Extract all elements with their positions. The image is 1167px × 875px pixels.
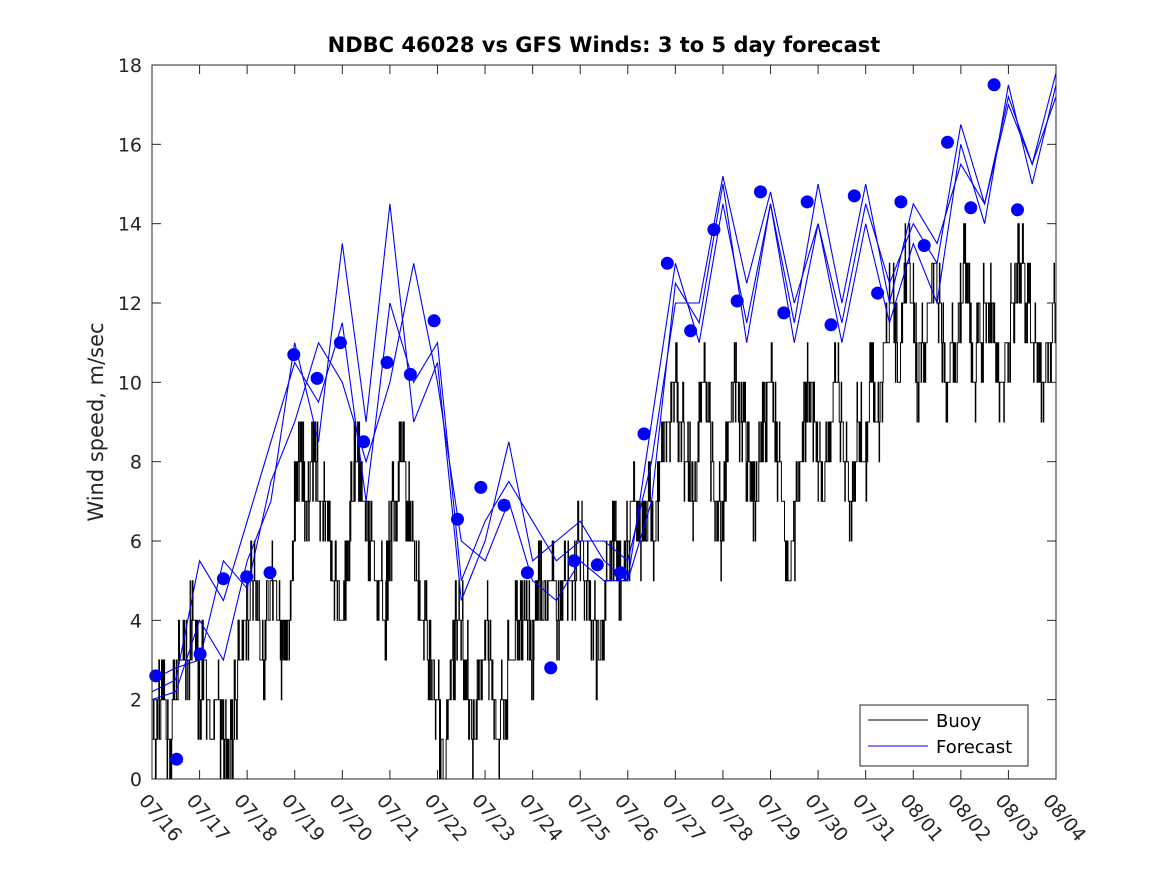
forecast-point — [637, 427, 651, 441]
x-tick-label: 07/21 — [372, 790, 424, 846]
forecast-point — [590, 558, 604, 572]
forecast-point — [754, 185, 767, 199]
y-tick-label: 16 — [118, 134, 142, 156]
y-tick-label: 4 — [130, 610, 142, 632]
forecast-point — [451, 512, 464, 526]
forecast-point — [193, 647, 207, 661]
y-axis-label: Wind speed, m/sec — [84, 322, 108, 521]
legend-box — [859, 704, 1029, 767]
forecast-point — [707, 223, 721, 237]
legend-buoy-label: Buoy — [936, 711, 982, 732]
forecast-series — [151, 72, 1057, 701]
forecast-point — [497, 498, 511, 512]
forecast-point — [824, 318, 838, 332]
y-tick-label: 12 — [118, 293, 142, 315]
forecast-point — [310, 371, 324, 385]
legend-forecast-label: Forecast — [936, 737, 1012, 758]
forecast-point — [684, 324, 698, 338]
forecast-point — [894, 195, 908, 209]
y-tick-label: 0 — [130, 769, 142, 791]
x-tick-label: 07/27 — [658, 790, 710, 846]
forecast-point — [149, 669, 163, 683]
forecast-point — [240, 570, 254, 584]
x-tick-label: 08/03 — [991, 790, 1043, 846]
y-tick-label: 10 — [118, 372, 142, 394]
x-tick-label: 08/02 — [943, 790, 995, 846]
forecast-point — [403, 367, 417, 381]
x-tick-label: 07/17 — [182, 790, 234, 846]
forecast-line-2 — [151, 94, 1057, 701]
plot-frame — [151, 64, 1057, 780]
forecast-point — [917, 239, 931, 252]
x-tick-label: 07/28 — [705, 790, 757, 846]
forecast-point — [170, 752, 184, 766]
x-tick-label: 07/22 — [420, 790, 472, 846]
forecast-point — [333, 336, 347, 350]
buoy-line — [152, 223, 1057, 780]
forecast-point — [474, 480, 488, 494]
y-tick-label: 18 — [118, 55, 142, 77]
forecast-point — [216, 572, 230, 586]
forecast-point — [427, 314, 441, 328]
x-tick-label: 08/01 — [895, 790, 947, 846]
y-tick-label: 6 — [130, 531, 142, 553]
y-tick-label: 8 — [130, 452, 142, 474]
forecast-point — [847, 189, 861, 203]
forecast-point — [567, 554, 581, 568]
x-tick-label: 08/04 — [1038, 790, 1090, 846]
x-tick-label: 07/26 — [610, 790, 662, 846]
forecast-point — [987, 78, 1001, 92]
forecast-point — [544, 661, 558, 675]
x-tick-label: 07/20 — [324, 790, 376, 846]
y-tick-label: 2 — [130, 690, 142, 712]
x-tick-label: 07/18 — [229, 790, 281, 846]
x-tick-label: 07/16 — [134, 790, 186, 846]
forecast-point — [357, 435, 371, 449]
x-tick-label: 07/25 — [562, 790, 614, 846]
x-tick-label: 07/19 — [277, 790, 329, 846]
y-axis-ticks: 0 2 4 6 8 10 12 14 16 18 — [118, 55, 1056, 791]
forecast-point — [660, 256, 674, 270]
forecast-point — [287, 348, 301, 362]
chart-title: NDBC 46028 vs GFS Winds: 3 to 5 day fore… — [328, 33, 881, 57]
y-tick-label: 14 — [118, 214, 142, 236]
forecast-point — [614, 566, 628, 580]
forecast-point — [263, 566, 277, 580]
forecast-point — [730, 294, 744, 308]
x-tick-label: 07/23 — [467, 790, 519, 846]
x-tick-label: 07/31 — [848, 790, 900, 846]
x-tick-label: 07/24 — [515, 790, 567, 846]
x-tick-label: 07/29 — [753, 790, 805, 846]
buoy-series — [152, 223, 1057, 780]
plot-background — [152, 65, 1056, 779]
forecast-line-0 — [151, 72, 1057, 681]
forecast-point — [941, 135, 954, 149]
forecast-point — [1011, 203, 1024, 217]
forecast-point — [520, 566, 534, 580]
forecast-point — [380, 356, 394, 369]
forecast-point — [964, 201, 978, 215]
legend: Buoy Forecast — [859, 704, 1029, 767]
x-tick-label: 07/30 — [800, 790, 852, 846]
forecast-point — [871, 286, 885, 300]
forecast-markers — [149, 78, 1024, 766]
forecast-point — [777, 306, 791, 320]
forecast-point — [800, 195, 814, 209]
